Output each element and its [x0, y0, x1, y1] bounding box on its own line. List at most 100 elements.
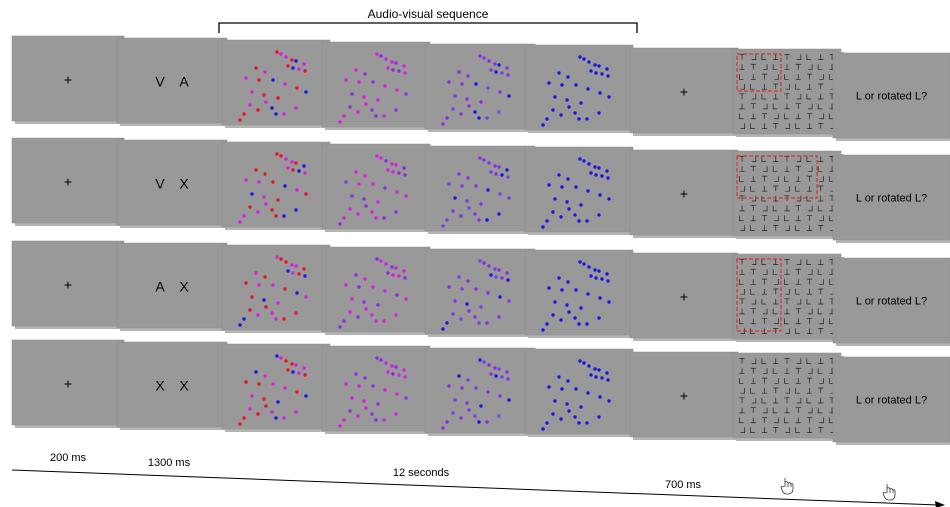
search-item — [829, 318, 834, 325]
motion-dot — [304, 90, 308, 94]
search-item — [818, 328, 824, 334]
motion-dot — [459, 317, 463, 321]
motion-dot — [374, 114, 378, 118]
motion-dot — [574, 83, 578, 87]
motion-dot — [506, 73, 510, 77]
motion-dot — [295, 390, 299, 394]
panel — [221, 244, 331, 331]
motion-dot — [500, 71, 504, 75]
search-item — [784, 318, 789, 325]
search-item — [751, 397, 757, 404]
response-question: L or rotated L? — [856, 193, 927, 205]
trial-row: + X X + L or rotated L? — [11, 339, 950, 445]
motion-dot — [607, 300, 611, 304]
search-item — [806, 123, 813, 129]
motion-dot — [254, 66, 258, 70]
search-item — [795, 165, 801, 172]
motion-dot — [257, 283, 261, 287]
motion-dot — [482, 158, 486, 162]
search-item — [795, 387, 800, 394]
search-item — [773, 225, 779, 231]
search-item — [750, 83, 755, 90]
motion-dot — [566, 379, 570, 383]
motion-dot — [256, 210, 260, 214]
search-item — [795, 63, 801, 70]
motion-dot — [282, 317, 286, 321]
search-item — [818, 156, 824, 162]
motion-dot — [585, 322, 589, 326]
search-item — [774, 74, 779, 80]
search-item — [795, 215, 801, 222]
motion-dot — [394, 163, 398, 167]
motion-dot — [370, 313, 374, 317]
panel — [629, 47, 739, 134]
trial-row: + A X + L or rotated L? — [11, 240, 950, 346]
search-item — [784, 215, 789, 222]
search-item — [785, 288, 790, 295]
search-item — [784, 298, 790, 305]
motion-dot — [493, 62, 497, 66]
search-item — [750, 215, 756, 222]
search-item — [761, 215, 768, 221]
motion-dot — [505, 66, 509, 70]
motion-dot — [348, 310, 352, 314]
frame-fixation2: + — [629, 351, 741, 440]
frame-fixation2: + — [629, 252, 741, 341]
panel — [629, 351, 739, 438]
panel — [321, 246, 431, 333]
motion-dot — [370, 108, 374, 112]
search-item — [739, 103, 745, 110]
motion-dot — [390, 162, 394, 166]
motion-dot — [507, 94, 511, 98]
search-item — [774, 113, 779, 120]
target-highlight-box — [736, 155, 818, 199]
motion-dot — [447, 80, 451, 84]
motion-dot — [467, 309, 471, 313]
motion-dot — [290, 362, 294, 366]
search-item — [817, 368, 823, 374]
motion-dot — [605, 67, 609, 71]
motion-dot — [297, 371, 301, 375]
motion-dot — [579, 306, 583, 310]
motion-dot — [257, 78, 261, 82]
frame-dots — [424, 43, 538, 132]
search-item — [818, 397, 824, 404]
motion-dot — [607, 399, 611, 403]
search-item — [751, 54, 757, 60]
motion-dot — [384, 57, 388, 61]
search-item — [829, 378, 834, 384]
search-item — [784, 113, 789, 120]
frame-dots — [424, 347, 538, 436]
motion-dot — [441, 426, 445, 430]
motion-dot — [276, 400, 280, 404]
search-item — [795, 123, 800, 129]
motion-dot — [465, 302, 469, 306]
motion-dot — [395, 392, 399, 396]
fixation-cross: + — [680, 84, 688, 100]
motion-dot — [597, 415, 601, 419]
motion-dot — [559, 318, 563, 322]
motion-dot — [565, 402, 569, 406]
motion-dot — [356, 414, 360, 418]
motion-dot — [565, 200, 569, 204]
motion-dot — [478, 156, 482, 160]
search-item — [806, 156, 812, 162]
motion-dot — [578, 55, 582, 59]
cue-letter-left: V — [155, 74, 165, 90]
motion-dot — [362, 197, 366, 201]
motion-dot — [498, 90, 502, 94]
motion-dot — [270, 410, 274, 414]
motion-dot — [441, 224, 445, 228]
motion-dot — [485, 116, 489, 120]
motion-dot — [577, 117, 581, 121]
search-item — [829, 215, 834, 222]
search-item — [795, 417, 801, 424]
motion-dot — [597, 269, 601, 273]
motion-dot — [593, 165, 597, 169]
motion-dot — [350, 396, 354, 400]
search-item — [762, 308, 768, 315]
motion-dot — [477, 420, 481, 424]
motion-dot — [397, 274, 401, 278]
motion-dot — [254, 168, 258, 172]
motion-dot — [500, 276, 504, 280]
